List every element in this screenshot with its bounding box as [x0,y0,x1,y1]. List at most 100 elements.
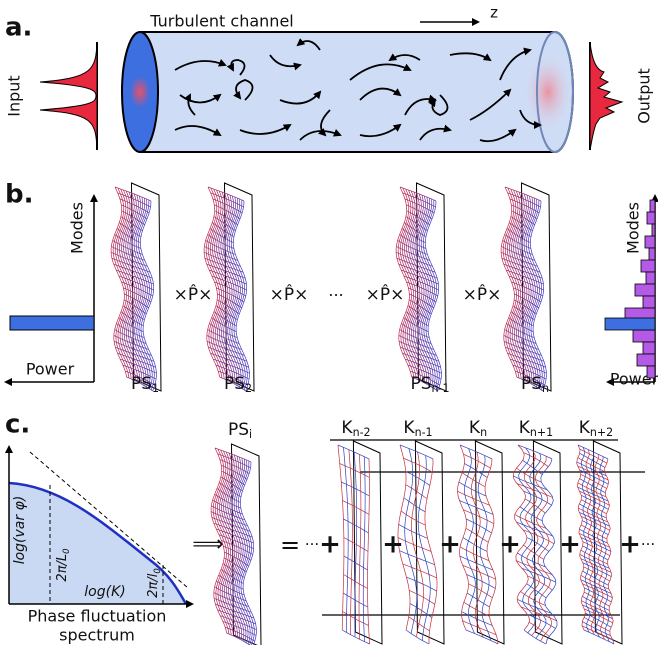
component-label: Kn [469,418,487,439]
mesh-line [368,459,370,644]
plus: + [619,530,641,560]
component-label: Kn+1 [519,418,553,439]
screen-label-base: PS [521,374,542,394]
screen-label-sub: 1 [152,382,159,395]
screen-label-sub: n [542,382,549,395]
scale-label-sub: 0 [60,548,70,553]
component-label-sub: n [480,426,487,439]
screen-label-sub: 2 [245,382,252,395]
mesh-line [519,448,535,633]
input-spot [130,76,150,108]
panel-label: b. [5,180,34,210]
plus: + [382,530,404,560]
operator: ×P̂× [174,284,213,305]
mesh-line [404,458,433,472]
output-mode-bar [650,200,655,212]
operator: ×P̂× [463,284,502,305]
output-label: Output [635,68,654,124]
caption: Phase fluctuation [28,607,167,626]
mesh-line [401,511,425,525]
implies: ⟹ [192,532,224,557]
output-mode-bar [652,224,655,236]
equals: = [280,531,300,559]
mesh-line [578,483,606,497]
mesh-line [409,590,435,604]
screen-label-base: PS [228,420,249,440]
screen-label: PSi [228,420,252,441]
axis-label: Power [26,360,75,379]
output-mode-bar [637,354,655,366]
component-label: Kn-2 [341,418,370,439]
component-label-sub: n+1 [530,426,553,439]
mesh-line [406,577,436,591]
operator: ×P̂× [366,284,405,305]
output-profile [590,42,622,150]
component-label-sub: n-2 [353,426,371,439]
input-mode-bar [10,316,94,330]
component-label-sub: n+2 [590,426,613,439]
ellipsis: ··· [305,536,319,554]
axis-z: z [490,4,498,22]
screen-label-sub: i [249,428,252,441]
plus: + [439,530,461,560]
mesh-line [528,576,553,590]
mesh-line [520,591,545,605]
mesh-line [524,453,549,467]
plus: + [499,530,521,560]
axis-label: Modes [68,202,87,254]
screen-label-sub: n-1 [432,382,450,395]
screen-label-base: PS [410,374,431,394]
output-mode-bar [647,212,655,224]
channel-title: Turbulent channel [149,12,293,31]
ellipsis: ··· [641,536,655,554]
panel-label: a. [5,13,32,43]
scale-label-sub: 0 [151,568,161,573]
axis-label: Modes [624,202,643,254]
scale-label-base: 2π/L [55,554,70,582]
component-label: Kn+2 [579,418,613,439]
panel-label: c. [5,410,30,440]
plus: + [319,530,341,560]
output-mode-bar [641,260,655,272]
mesh-line [466,630,498,644]
operator: ×P̂× [270,284,309,305]
mesh-line [584,630,614,644]
output-mode-bar [643,342,655,354]
output-mode-bar [633,330,655,342]
screen-label: PSn-1 [410,374,449,395]
output-mode-bar [649,248,655,260]
mesh-line [582,622,610,636]
scale-label-base: 2π/l [146,573,161,597]
mesh-line [406,471,430,485]
mesh-line [403,564,437,578]
mesh-line [516,468,541,482]
phase-screen [111,183,161,391]
output-mode-bar [646,272,655,284]
mesh-line [579,529,607,543]
ellipsis: ··· [328,286,343,305]
mesh-line [485,459,498,644]
output-mode-bar [645,236,655,248]
output-mode-bar [643,296,655,308]
caption: spectrum [59,626,135,645]
mesh-line [458,491,490,505]
output-glow [523,52,573,132]
figure: a. Turbulent channel z Input Output b. Modes Po… [0,0,658,645]
output-mode-bar [605,318,655,330]
input-profile [40,42,97,150]
component-label-sub: n-1 [415,426,433,439]
mesh-line [425,459,437,644]
output-mode-bar [635,284,655,296]
screen-label-base: PS [131,374,152,394]
screen-label: PS2 [224,374,252,395]
phase-screen [501,183,551,391]
plus: + [559,530,581,560]
axis-label: log(K) [84,584,125,600]
mesh-line [418,456,430,641]
component-label: Kn-1 [403,418,432,439]
output-mode-bar [647,366,655,378]
input-label: Input [5,75,24,116]
screen-label-base: PS [224,374,245,394]
axis-label: log(var φ) [12,496,28,565]
screen-label: PSn [521,374,549,395]
